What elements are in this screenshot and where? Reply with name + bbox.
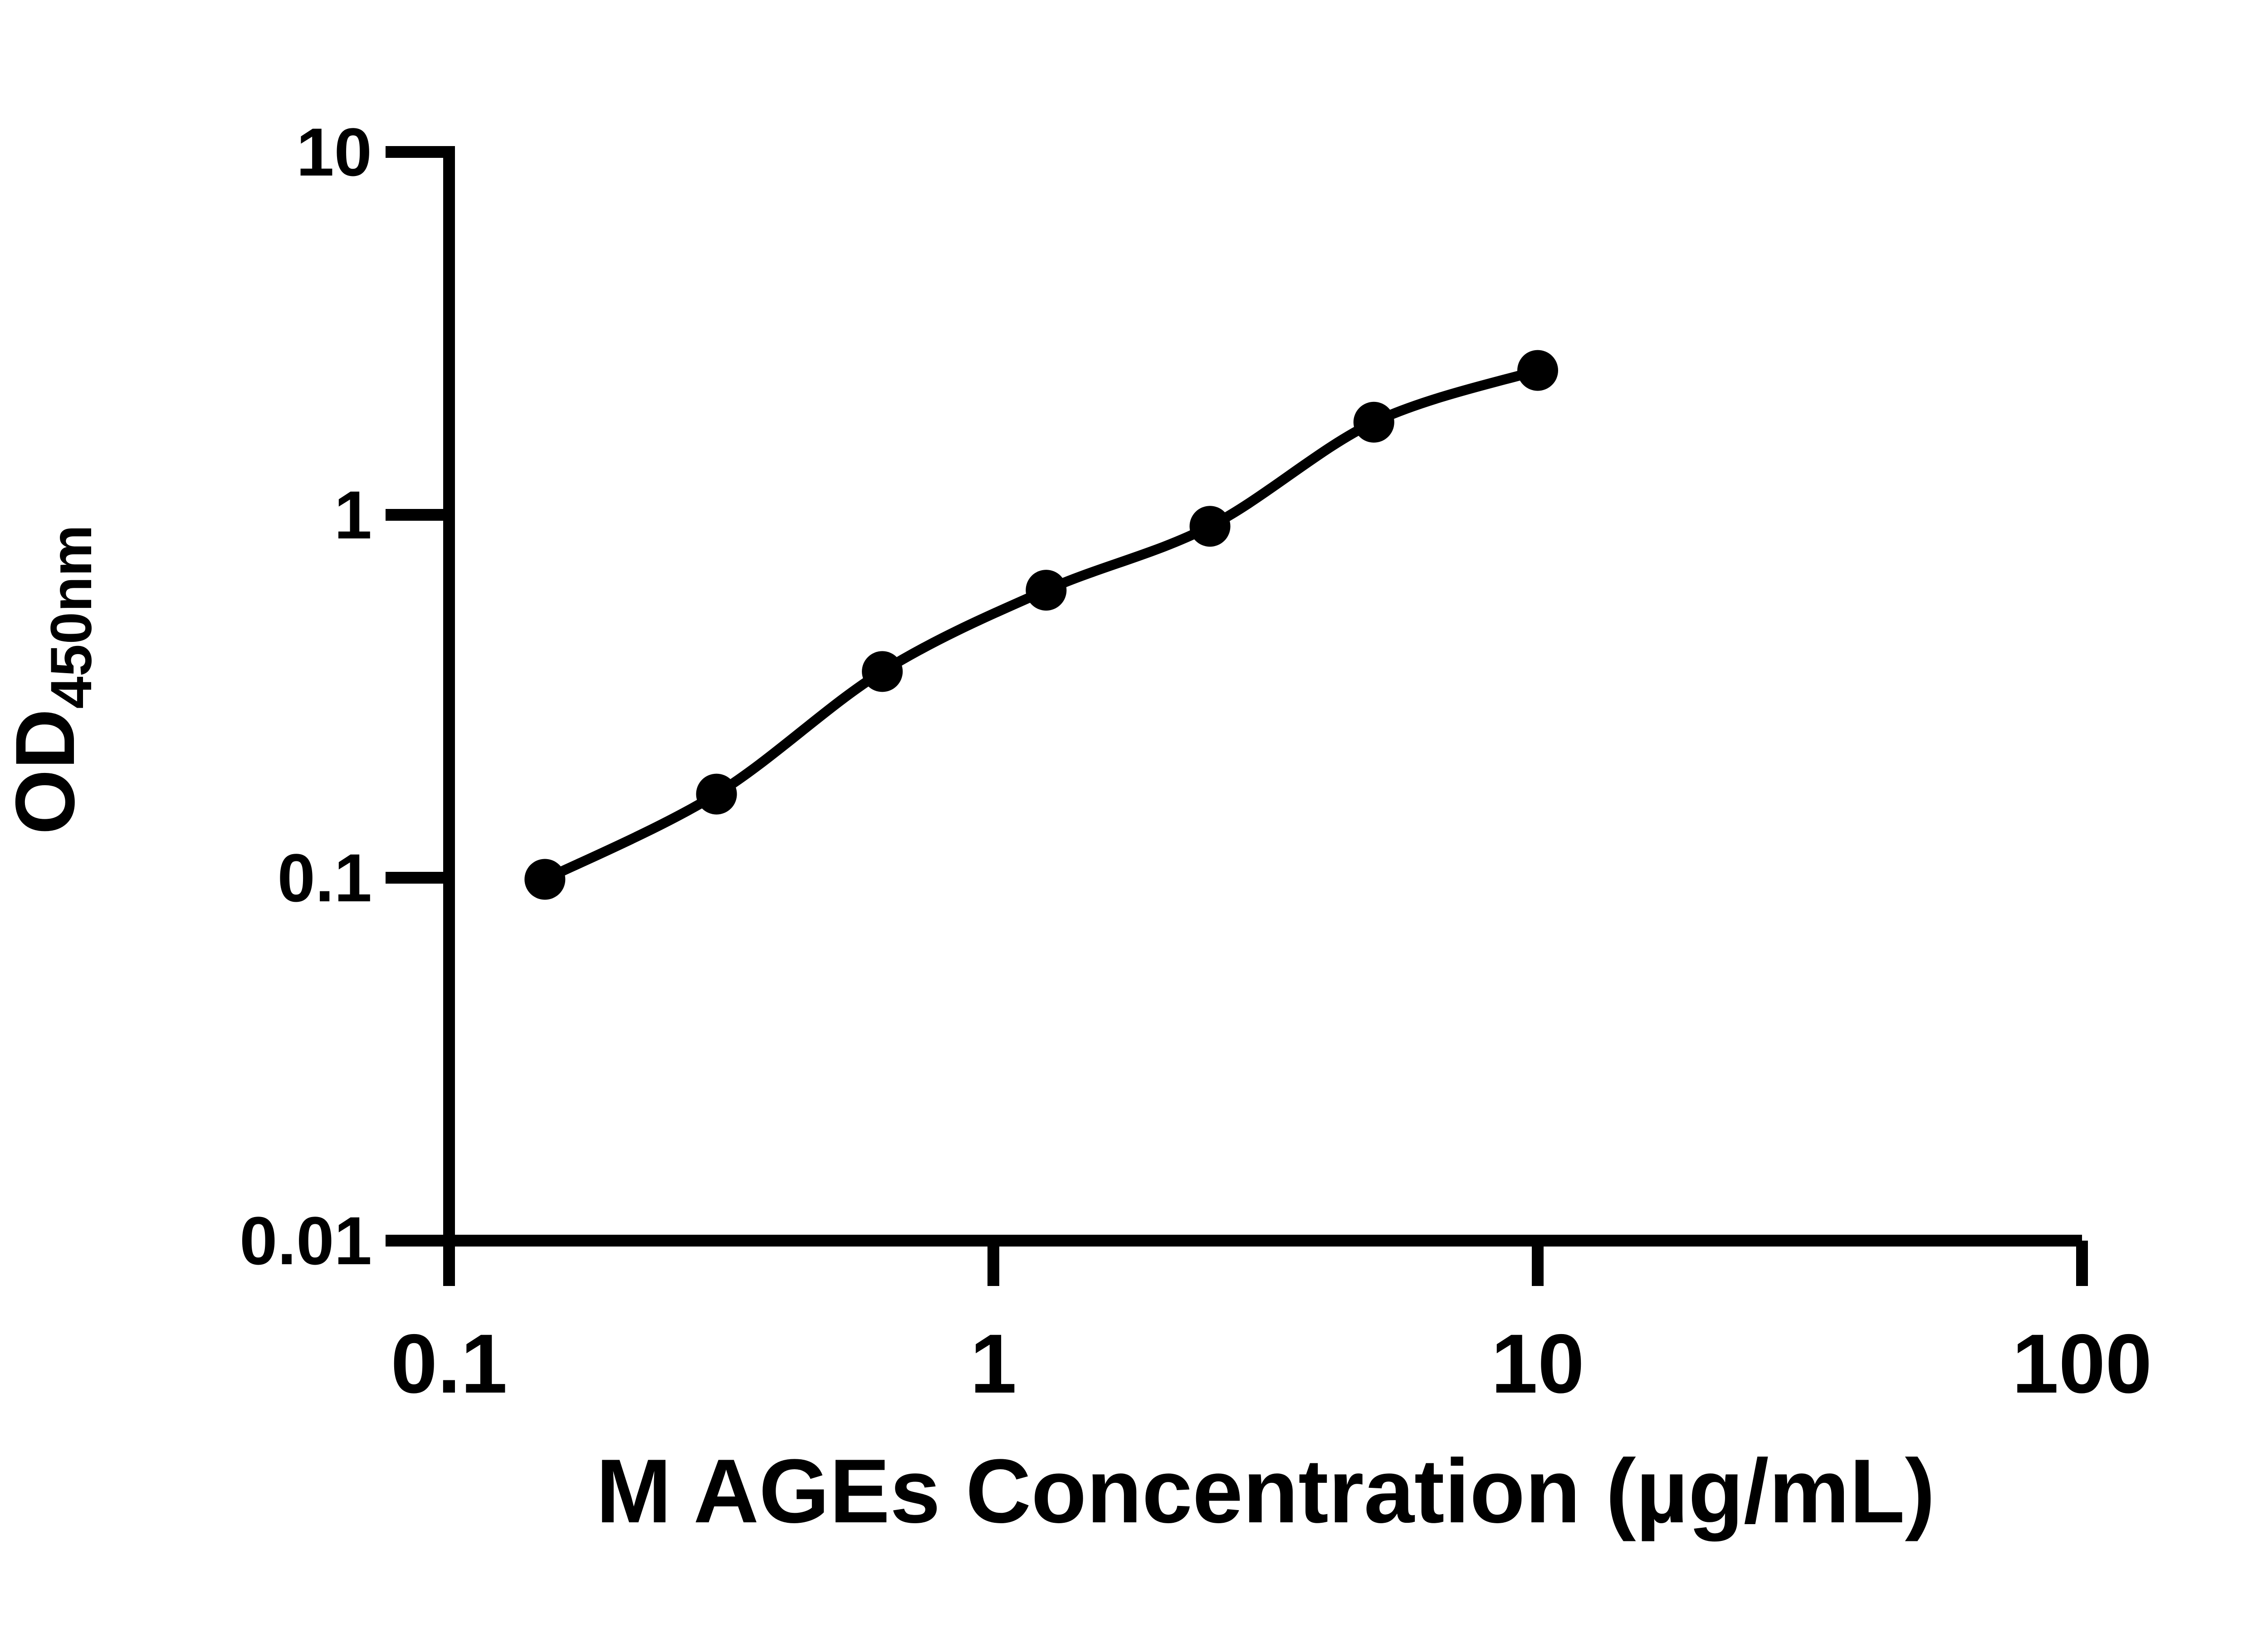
x-axis-ticks xyxy=(443,1241,2088,1286)
data-point xyxy=(1026,570,1067,611)
y-tick-label-0-01: 0.01 xyxy=(240,1203,372,1279)
y-tick-label-0-1: 0.1 xyxy=(277,840,372,916)
y-tick-label-1: 1 xyxy=(334,477,372,553)
data-point xyxy=(696,773,737,815)
data-point xyxy=(1353,401,1394,443)
y-axis-title-subscript: 450nm xyxy=(39,524,104,709)
axis-spines xyxy=(443,146,2088,1286)
y-axis-title-main: OD xyxy=(0,709,92,835)
data-point xyxy=(1517,350,1558,391)
data-point-markers xyxy=(524,350,1558,900)
y-axis-title: OD450nm xyxy=(0,525,104,835)
y-tick-label-10: 10 xyxy=(296,114,372,190)
data-point xyxy=(524,859,566,900)
x-tick-label-0-1: 0.1 xyxy=(391,1317,508,1411)
x-tick-label-100: 100 xyxy=(2012,1317,2152,1411)
x-axis-title: M AGEs Concentration (µg/mL) xyxy=(596,1441,1936,1542)
x-tick-label-1: 1 xyxy=(970,1317,1017,1411)
data-point xyxy=(862,651,903,692)
x-tick-label-10: 10 xyxy=(1491,1317,1584,1411)
data-point xyxy=(1189,506,1231,547)
data-series-curve xyxy=(540,365,1543,885)
y-axis-ticks xyxy=(386,146,449,1247)
